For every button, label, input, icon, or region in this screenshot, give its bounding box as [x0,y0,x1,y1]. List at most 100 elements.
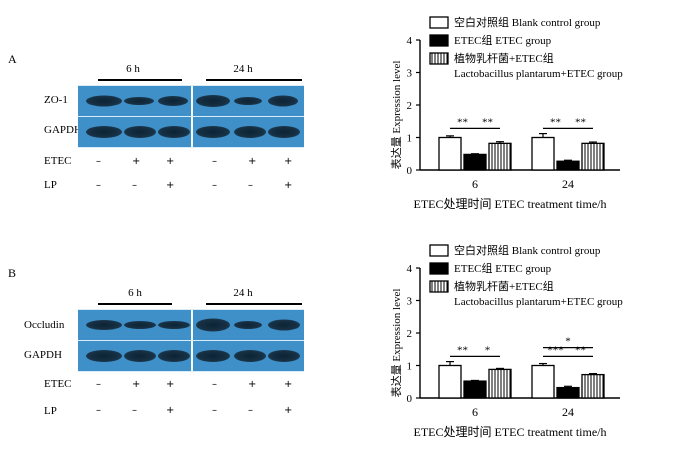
bar [581,142,605,171]
y-tick-label: 3 [407,68,413,80]
significance-label: * [485,344,491,356]
treatment-label-lp: LP [44,405,57,417]
blot-band [86,320,122,330]
blot-band [86,350,122,362]
blot-band [196,95,230,107]
significance-label: *** [547,344,564,356]
x-tick-label: 24 [562,177,574,191]
treatment-sign: – [96,180,101,191]
zo1-blot-strip [78,85,304,117]
bar [531,136,555,171]
treatment-sign: + [284,156,293,167]
bar [438,136,462,171]
significance-label: ** [575,344,586,356]
treatment-sign: – [132,405,137,416]
treatment-sign: + [166,156,175,167]
blot-band [86,95,122,107]
treatment-sign: + [166,379,175,390]
treatment-label-lp: LP [44,179,57,191]
target-protein-label: ZO-1 [44,94,68,106]
blot-band [196,126,230,138]
treatment-sign: + [284,379,293,390]
time-label-6h: 6 h [126,63,140,75]
legend-label: ETEC组 ETEC group [454,33,552,47]
x-tick-label: 6 [472,177,478,191]
treatment-label-etec: ETEC [44,378,72,390]
target-protein-label: Occludin [24,319,65,331]
y-tick-label: 2 [407,328,413,340]
blot-band [124,97,154,105]
legend-label-line2: Lactobacillus plantarum+ETEC group [454,296,623,308]
legend-swatch [429,34,449,47]
y-tick-label: 0 [407,165,413,177]
significance-label: * [565,336,571,348]
legend-label: ETEC组 ETEC group [454,261,552,275]
treatment-sign: + [284,180,293,191]
x-axis-label: ETEC处理时间 ETEC treatment time/h [414,197,607,211]
bar-chart-a: 空白对照组 Blank control group ETEC组 ETEC grou… [380,0,690,225]
significance-label: ** [457,116,468,128]
legend-swatch [429,262,449,275]
chart-a-svg: 空白对照组 Blank control group ETEC组 ETEC grou… [389,15,623,211]
blot-band [268,319,300,331]
blot-band [86,126,122,138]
treatment-sign: – [96,156,101,167]
occludin-blot-strip [78,309,304,341]
treatment-sign: – [212,405,217,416]
treatment-sign: – [96,405,101,416]
gapdh-blot-strip [78,116,304,148]
legend-swatch [429,280,449,293]
gapdh-blot-strip [78,340,304,372]
treatment-sign: – [212,156,217,167]
y-tick-label: 4 [407,263,413,275]
blot-band [234,321,262,329]
blot-band [196,350,230,362]
loading-control-label: GAPDH [24,349,62,361]
blot-band [158,96,188,106]
bar-chart-b: 空白对照组 Blank control group ETEC组 ETEC grou… [380,228,690,453]
significance-label: ** [482,116,493,128]
treatment-sign: – [248,405,253,416]
panel-letter-b: B [8,266,17,280]
treatment-sign: + [166,180,175,191]
bar [556,160,580,171]
x-axis-label: ETEC处理时间 ETEC treatment time/h [414,425,607,439]
panel-letter-a: A [8,52,17,66]
blot-band [124,126,156,138]
treatment-sign: – [212,379,217,390]
treatment-sign: + [132,379,141,390]
legend-label: 空白对照组 Blank control group [454,243,601,257]
blot-band [158,321,190,329]
legend-label: 植物乳杆菌+ETEC组 [454,51,554,65]
treatment-label-etec: ETEC [44,155,72,167]
treatment-sign: – [212,180,217,191]
treatment-sign: – [132,180,137,191]
time-bracket-24h [206,79,302,81]
blot-divider [191,310,193,340]
x-tick-label: 24 [562,405,574,419]
legend-label: 植物乳杆菌+ETEC组 [454,279,554,293]
blot-band [268,95,298,107]
blot-band [158,350,190,362]
chart-b-svg: 空白对照组 Blank control group ETEC组 ETEC grou… [389,243,623,439]
bar [488,368,512,399]
bar [438,364,462,399]
x-tick-label: 6 [472,405,478,419]
treatment-sign: – [96,379,101,390]
treatment-sign: + [132,156,141,167]
bar [463,153,487,171]
blot-band [158,126,190,138]
blot-band [124,350,156,362]
time-label-24h: 24 h [233,287,253,299]
time-bracket-6h [98,303,172,305]
y-axis-label: 表达量 Expression level [389,289,403,398]
y-axis-label: 表达量 Expression level [389,61,403,170]
significance-label: ** [457,344,468,356]
legend-label-line2: Lactobacillus plantarum+ETEC group [454,68,623,80]
treatment-sign: + [248,379,257,390]
y-tick-label: 3 [407,296,413,308]
y-tick-label: 4 [407,35,413,47]
blot-band [234,126,266,138]
treatment-sign: + [166,405,175,416]
blot-band [196,318,230,332]
